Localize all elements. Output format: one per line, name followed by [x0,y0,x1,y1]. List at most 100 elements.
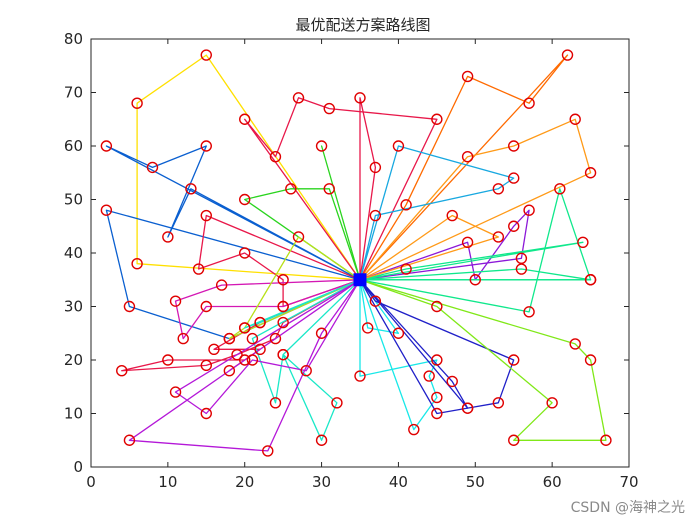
customer-point [100,204,113,216]
customer-point [246,354,259,366]
customer-point [177,332,189,345]
x-tick-label: 40 [389,473,408,491]
customer-point [269,332,282,345]
customer-point [277,316,289,329]
customer-point [392,140,405,152]
customer-point [254,316,266,329]
route-line-2 [105,145,361,281]
customer-point [100,140,113,152]
customer-point [246,332,259,345]
customer-point [169,386,182,398]
y-tick-label: 20 [64,351,83,369]
customer-point [162,231,174,243]
customer-point [469,274,481,286]
customer-point [315,434,328,446]
customer-point [315,140,328,152]
customer-point [569,338,581,350]
customer-point [508,434,520,446]
customer-point [369,209,382,222]
route-lines [105,54,607,452]
customer-point [492,397,505,409]
x-tick-label: 10 [158,473,177,491]
customer-point [508,172,520,184]
customer-point [200,359,212,372]
customer-point [400,199,412,211]
customer-point [239,354,251,366]
customer-point [223,365,236,377]
customer-point [461,70,474,83]
x-tick-label: 20 [235,473,254,491]
customer-point [200,209,212,222]
customer-point [300,365,312,377]
customer-point [354,92,366,104]
route-line-7 [320,145,361,280]
y-tick-label: 0 [73,458,83,476]
customer-point [231,348,243,361]
customer-point [200,49,212,61]
customer-point [215,279,228,291]
customer-point [492,231,505,243]
customer-point [131,97,143,109]
customer-point [508,220,520,232]
chart-title: 最优配送方案路线图 [295,16,430,34]
y-tick-label: 60 [64,137,83,155]
customer-point [431,407,443,420]
customer-point [515,263,528,275]
plot-area: 0 10 20 30 40 50 60 70 0 10 20 30 40 50 60 70 80 [64,30,639,491]
route-line-20 [244,279,361,329]
customer-point [200,140,212,152]
customer-point [431,113,443,125]
customer-point [584,274,597,286]
customer-point [223,332,236,345]
customer-point [523,97,535,109]
route-line-15 [359,214,499,281]
y-tick-label: 80 [64,30,83,48]
route-line-5 [359,97,377,280]
customer-point [461,236,474,249]
y-tick-label: 10 [64,405,83,423]
customer-point [262,445,274,457]
route-line-10 [359,145,515,280]
customer-point [369,295,382,307]
customer-point [431,300,443,313]
customer-point [269,150,282,163]
customer-point [577,236,589,249]
customer-point [584,167,597,179]
x-tick-label: 0 [86,473,96,491]
customer-point [169,295,182,307]
customer-point [269,397,282,409]
route-line-6 [244,188,361,281]
customer-point [400,263,412,275]
depot-marker [353,273,367,287]
route-line-25 [359,279,400,334]
x-tick-label: 60 [543,473,562,491]
customer-point [116,365,128,377]
customer-point [285,183,297,195]
customer-point [408,423,420,436]
customer-point [446,375,458,388]
customer-point [584,354,597,366]
customer-point [361,322,374,334]
customer-point [239,113,251,125]
x-tick-label: 50 [466,473,485,491]
customer-point [200,407,212,420]
x-tick-label: 30 [312,473,331,491]
customer-point [508,140,520,152]
y-axis-ticks: 0 10 20 30 40 50 60 70 80 [64,30,629,476]
route-line-28 [359,279,607,441]
watermark: CSDN @海神之光 [571,500,685,516]
customer-point [323,102,335,115]
route-line-17 [174,279,361,340]
route-line-4 [244,97,438,281]
customer-point [492,183,505,195]
route-line-8 [359,54,569,281]
route-line-9 [359,118,592,281]
x-tick-label: 70 [619,473,638,491]
customer-point [508,354,520,366]
customer-point [446,209,458,222]
customer-point [461,402,474,414]
route-line-24 [359,279,438,431]
route-line-27 [359,279,469,409]
route-line-22 [128,279,361,452]
